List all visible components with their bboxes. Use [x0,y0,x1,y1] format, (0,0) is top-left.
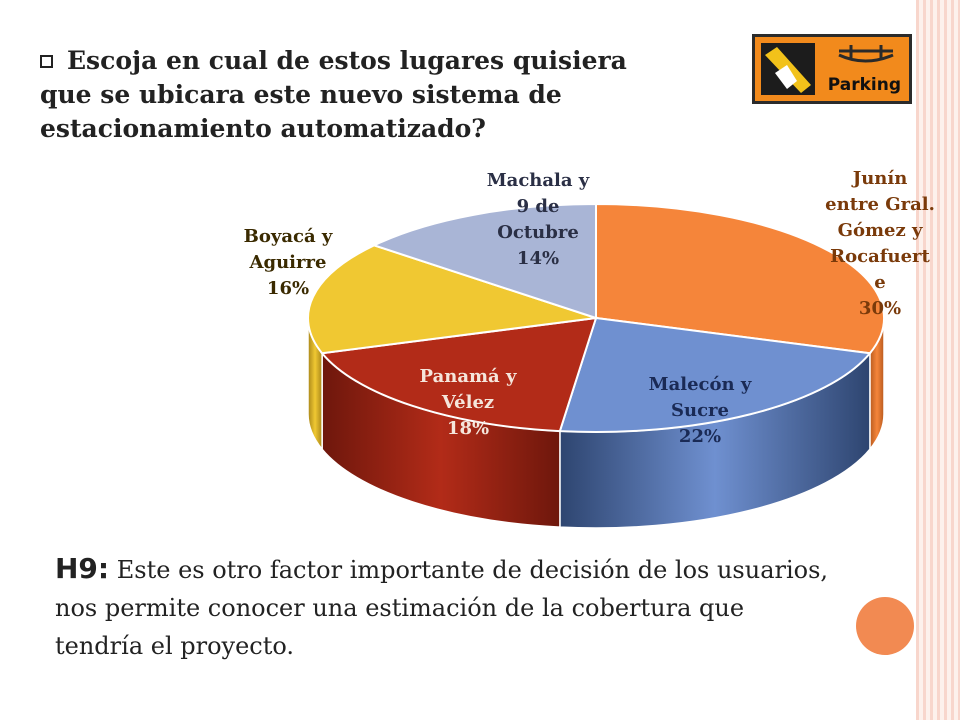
pie-slice [595,202,885,355]
slice-percent: 16% [267,278,309,299]
slice-label: Panamá y Vélez 18% [420,366,517,439]
slice-label: Machala y 9 de Octubre 14% [487,170,590,269]
slice-label-line: Boyacá y [244,226,333,247]
parking-logo: Parking [752,34,912,104]
parking-logo-text: Parking [827,75,901,95]
pie-slice [371,202,597,320]
slice-percent: 22% [679,426,721,447]
slice-label: Junín entre Gral. Gómez y Rocafuert e 30% [825,168,935,319]
decorative-circle [856,597,914,655]
slice-label: Malecón y Sucre 22% [649,374,752,447]
slice-label-line: Malecón y [649,374,752,395]
footer-text: Este es otro factor importante de decisi… [55,556,829,660]
slice-label-line: Octubre [497,222,579,243]
slice-label-line: Sucre [671,400,729,421]
slice-percent: 30% [859,298,901,319]
slice-percent: 18% [447,418,489,439]
heading-line-1: Escoja en cual de estos lugares quisiera [67,46,627,75]
pie-slice [558,316,872,433]
slice-label: Boyacá y Aguirre 16% [244,226,333,299]
slice-label-line: Vélez [441,392,494,413]
footer-paragraph: H9: Este es otro factor importante de de… [55,550,835,665]
slice-label-line: entre Gral. [825,194,935,215]
slide-heading: Escoja en cual de estos lugares quisiera… [40,44,740,146]
pie-side-walls [307,317,885,529]
slice-label-line: e [874,272,885,293]
slice-label-line: Panamá y [420,366,517,387]
footer-tag: H9: [55,552,110,585]
heading-line-2: que se ubicara este nuevo sistema de [40,80,562,109]
slice-label-line: Aguirre [249,252,327,273]
heading-line-3: estacionamiento automatizado? [40,114,486,143]
slice-label-line: Gómez y [838,220,923,241]
slice-label-line: Rocafuert [830,246,930,267]
slice-percent: 14% [517,248,559,269]
slice-label-line: Junín [851,168,908,189]
pie-top [307,202,885,433]
pie-slice [307,244,597,355]
square-bullet-icon [40,55,53,68]
slice-label-line: Machala y [487,170,590,191]
slice-label-line: 9 de [517,196,560,217]
right-decorative-stripes [916,0,960,720]
pie-slice [320,316,598,433]
parking-sign-icon [761,43,894,95]
